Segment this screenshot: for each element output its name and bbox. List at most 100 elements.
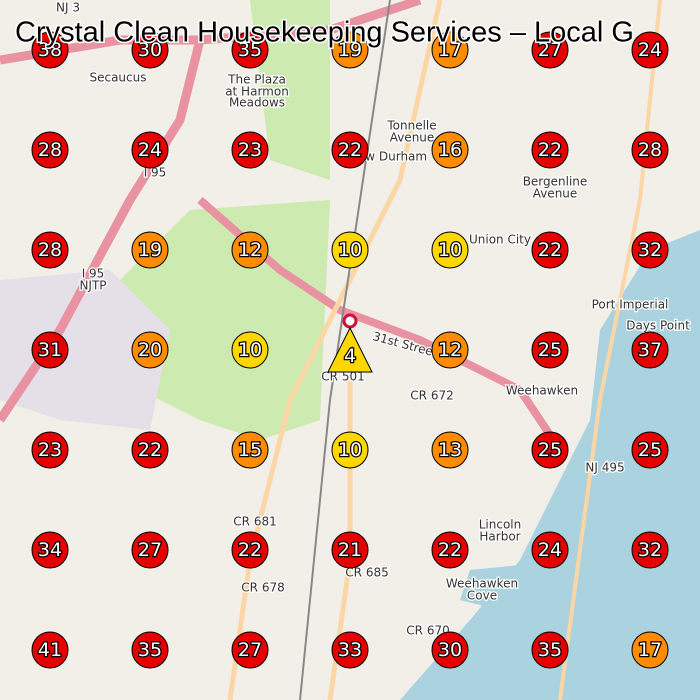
highway — [197, 196, 564, 453]
rank-label: 37 — [638, 339, 662, 361]
rank-marker — [231, 31, 269, 69]
rank-label: 22 — [438, 539, 462, 561]
rank-marker — [431, 331, 469, 369]
rank-marker — [231, 631, 269, 669]
rank-marker — [131, 331, 169, 369]
rank-marker — [431, 431, 469, 469]
map-label: CR 685 — [345, 566, 388, 580]
map-label: The Plaza — [227, 73, 286, 87]
rank-marker — [31, 231, 69, 269]
rank-marker — [131, 631, 169, 669]
rank-label: 30 — [138, 39, 162, 61]
rank-label: 22 — [138, 439, 162, 461]
rank-marker — [431, 231, 469, 269]
rank-label: 23 — [38, 439, 62, 461]
rank-label: 17 — [438, 39, 462, 61]
rank-marker — [327, 326, 373, 373]
rank-marker — [631, 531, 669, 569]
map-label: NJTP — [79, 279, 106, 293]
rank-label: 25 — [638, 439, 662, 461]
rank-grid: 38 30 35 19 17 27 24 28 24 23 22 16 22 28 28 19 12 10 10 22… — [31, 31, 669, 669]
map-label: Weehawken — [506, 384, 578, 398]
map-label: NJ 3 — [56, 1, 80, 15]
rank-marker — [431, 531, 469, 569]
rank-label: 32 — [638, 539, 662, 561]
rank-label: 28 — [38, 139, 62, 161]
map-label: Weehawken — [446, 577, 518, 591]
rank-marker — [631, 231, 669, 269]
rank-marker — [231, 431, 269, 469]
rank-marker — [231, 531, 269, 569]
map-label: NJ 495 — [585, 461, 624, 475]
rank-marker — [31, 431, 69, 469]
map-label: Days Point — [626, 319, 690, 333]
map-label: I 95 — [82, 267, 105, 281]
rank-label: 35 — [238, 39, 262, 61]
rank-label: 34 — [38, 539, 62, 561]
rank-label: 25 — [538, 339, 562, 361]
rank-marker — [131, 531, 169, 569]
rank-marker — [631, 431, 669, 469]
rank-marker — [131, 31, 169, 69]
map-label: Bergenline — [523, 175, 588, 189]
rank-marker — [331, 531, 369, 569]
park — [250, 0, 330, 180]
rank-label: 41 — [38, 639, 62, 661]
road — [227, 0, 443, 700]
rank-label: 16 — [438, 139, 462, 161]
rank-label: 20 — [138, 339, 162, 361]
rank-marker — [231, 331, 269, 369]
map-label: CR 670 — [406, 624, 449, 638]
rank-label: 22 — [238, 539, 262, 561]
rank-marker — [531, 231, 569, 269]
rank-label: 38 — [38, 39, 62, 61]
rank-marker — [331, 31, 369, 69]
rank-marker — [531, 131, 569, 169]
map-label: Avenue — [390, 131, 435, 145]
rank-label: 17 — [638, 639, 662, 661]
rank-label: 30 — [438, 639, 462, 661]
rank-label: 23 — [238, 139, 262, 161]
rank-label: 22 — [538, 239, 562, 261]
rank-label: 28 — [38, 239, 62, 261]
rank-marker — [331, 431, 369, 469]
rank-marker — [31, 631, 69, 669]
rank-marker — [631, 631, 669, 669]
rank-marker — [31, 31, 69, 69]
map-label: at Harmon — [225, 85, 289, 99]
rank-label: 31 — [38, 339, 62, 361]
rank-label: 10 — [338, 439, 362, 461]
rank-label: 27 — [238, 639, 262, 661]
rank-label: 22 — [338, 139, 362, 161]
rank-marker — [631, 31, 669, 69]
rank-marker — [231, 231, 269, 269]
rank-label: 10 — [238, 339, 262, 361]
title: Crystal Clean Housekeeping Services – Lo… — [15, 17, 634, 49]
rank-label: 28 — [638, 139, 662, 161]
rank-marker — [131, 131, 169, 169]
rank-label: 24 — [138, 139, 162, 161]
rank-marker — [531, 31, 569, 69]
rank-marker — [131, 231, 169, 269]
rank-label: 19 — [338, 39, 362, 61]
rank-label: 33 — [338, 639, 362, 661]
rank-marker — [431, 631, 469, 669]
rank-label: 13 — [438, 439, 462, 461]
rank-marker — [631, 131, 669, 169]
rank-marker — [231, 131, 269, 169]
rank-marker — [131, 431, 169, 469]
map-label: Cove — [467, 589, 497, 603]
rank-label: 27 — [138, 539, 162, 561]
rank-label: 15 — [238, 439, 262, 461]
rank-label: 12 — [238, 239, 262, 261]
map-label: CR 681 — [233, 515, 276, 529]
map-label: CR 672 — [410, 389, 453, 403]
map-label: CR 678 — [241, 581, 284, 595]
rank-label: 21 — [338, 539, 362, 561]
rank-label: 24 — [538, 539, 562, 561]
map-label: Avenue — [533, 187, 578, 201]
map-label: Lincoln — [479, 518, 522, 532]
industrial-area — [0, 270, 170, 430]
location-pin — [342, 313, 358, 329]
rank-label: 22 — [538, 139, 562, 161]
